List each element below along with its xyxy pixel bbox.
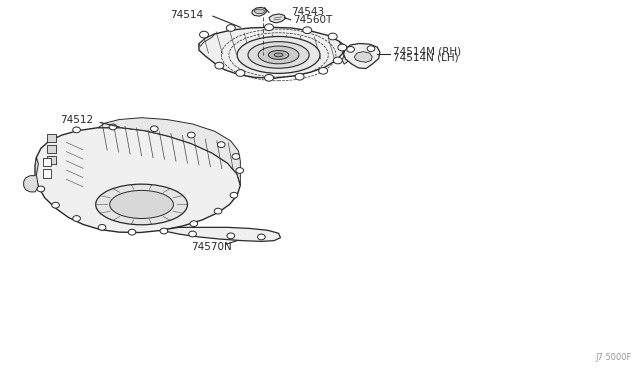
Ellipse shape — [37, 186, 45, 192]
Ellipse shape — [257, 234, 265, 240]
Ellipse shape — [338, 44, 347, 51]
Polygon shape — [47, 157, 56, 164]
Text: 74514: 74514 — [170, 10, 203, 20]
Ellipse shape — [230, 192, 238, 198]
Polygon shape — [35, 128, 241, 232]
Ellipse shape — [227, 25, 236, 31]
Ellipse shape — [236, 70, 245, 76]
Text: 74560T: 74560T — [293, 15, 333, 25]
Ellipse shape — [236, 168, 244, 173]
Ellipse shape — [319, 67, 328, 74]
Polygon shape — [199, 27, 344, 78]
Ellipse shape — [109, 124, 116, 130]
Polygon shape — [47, 134, 56, 142]
Ellipse shape — [200, 31, 209, 38]
Ellipse shape — [190, 221, 198, 227]
Polygon shape — [355, 52, 372, 62]
Ellipse shape — [73, 216, 81, 221]
Ellipse shape — [218, 142, 225, 148]
Ellipse shape — [274, 53, 283, 57]
Ellipse shape — [150, 126, 158, 132]
Text: 74512: 74512 — [60, 115, 93, 125]
Ellipse shape — [214, 208, 222, 214]
Ellipse shape — [189, 231, 196, 237]
Polygon shape — [43, 158, 51, 166]
Text: J7·5000F: J7·5000F — [596, 353, 632, 362]
Polygon shape — [269, 14, 285, 23]
Ellipse shape — [264, 24, 273, 31]
Ellipse shape — [328, 33, 337, 40]
Ellipse shape — [109, 190, 173, 218]
Ellipse shape — [188, 132, 195, 138]
Ellipse shape — [160, 228, 168, 234]
Ellipse shape — [295, 73, 304, 80]
Ellipse shape — [258, 46, 299, 64]
Text: 74514M (RH): 74514M (RH) — [394, 46, 461, 56]
Ellipse shape — [227, 233, 235, 239]
Polygon shape — [43, 169, 51, 178]
Text: 74570N: 74570N — [191, 242, 232, 252]
Ellipse shape — [347, 46, 355, 52]
Ellipse shape — [268, 51, 289, 60]
Ellipse shape — [367, 46, 375, 52]
Ellipse shape — [237, 36, 320, 73]
Ellipse shape — [99, 224, 106, 230]
Text: 74514N (LH): 74514N (LH) — [394, 52, 459, 62]
Polygon shape — [24, 157, 38, 192]
Polygon shape — [99, 118, 241, 185]
Ellipse shape — [96, 184, 188, 225]
Polygon shape — [199, 34, 215, 46]
Ellipse shape — [254, 9, 264, 13]
Polygon shape — [344, 44, 380, 68]
Text: 74543: 74543 — [291, 7, 324, 17]
Ellipse shape — [52, 202, 60, 208]
Ellipse shape — [303, 27, 312, 33]
Polygon shape — [161, 227, 280, 241]
Ellipse shape — [248, 42, 309, 68]
Ellipse shape — [128, 229, 136, 235]
Polygon shape — [252, 7, 266, 16]
Ellipse shape — [73, 127, 81, 133]
Polygon shape — [339, 41, 351, 64]
Ellipse shape — [264, 74, 273, 81]
Ellipse shape — [215, 62, 224, 69]
Ellipse shape — [333, 57, 342, 64]
Polygon shape — [47, 145, 56, 153]
Ellipse shape — [232, 154, 240, 159]
